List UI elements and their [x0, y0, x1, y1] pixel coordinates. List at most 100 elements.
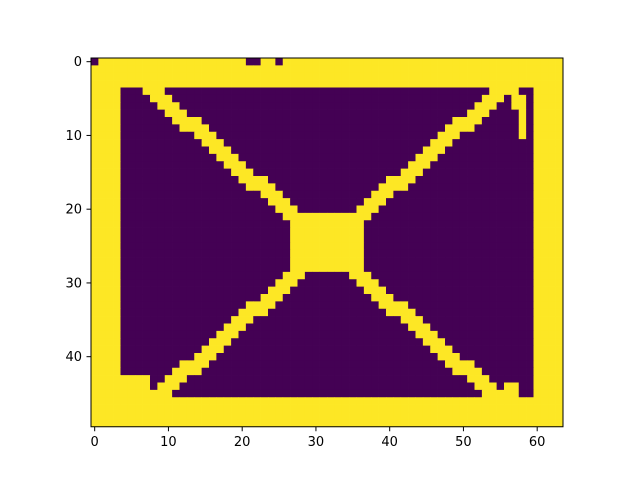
heatmap-cell: [459, 286, 468, 295]
heatmap-cell: [245, 271, 254, 280]
heatmap-cell: [518, 72, 527, 81]
heatmap-cell: [275, 412, 284, 420]
heatmap-cell: [98, 80, 107, 88]
heatmap-cell: [540, 264, 549, 273]
heatmap-cell: [238, 198, 247, 206]
heatmap-cell: [172, 382, 180, 391]
heatmap-cell: [437, 109, 446, 118]
heatmap-cell: [548, 117, 556, 125]
heatmap-cell: [371, 190, 379, 199]
heatmap-cell: [304, 102, 313, 110]
heatmap-cell: [422, 94, 431, 103]
heatmap-cell: [105, 353, 114, 361]
heatmap-cell: [150, 58, 158, 66]
heatmap-cell: [319, 153, 328, 162]
heatmap-cell: [201, 72, 210, 81]
heatmap-cell: [496, 279, 505, 287]
heatmap-cell: [393, 58, 402, 66]
heatmap-cell: [290, 308, 298, 317]
heatmap-cell: [341, 227, 350, 236]
heatmap-cell: [378, 168, 387, 177]
heatmap-cell: [415, 124, 424, 133]
heatmap-cell: [371, 205, 379, 214]
heatmap-cell: [327, 279, 335, 287]
heatmap-cell: [496, 139, 505, 147]
heatmap-cell: [459, 249, 468, 258]
heatmap-cell: [297, 87, 306, 96]
heatmap-cell: [319, 80, 328, 88]
heatmap-cell: [201, 176, 210, 184]
heatmap-cell: [290, 109, 298, 118]
heatmap-cell: [194, 117, 202, 125]
heatmap-cell: [135, 58, 143, 66]
heatmap-cell: [113, 294, 121, 302]
heatmap-cell: [290, 286, 298, 295]
heatmap-cell: [415, 271, 424, 280]
heatmap-cell: [526, 161, 534, 169]
heatmap-cell: [113, 367, 121, 376]
heatmap-cell: [238, 131, 247, 140]
heatmap-cell: [540, 330, 549, 339]
heatmap-cell: [113, 330, 121, 339]
heatmap-cell: [172, 301, 180, 310]
heatmap-cell: [334, 183, 343, 192]
heatmap-cell: [157, 353, 166, 361]
heatmap-cell: [467, 301, 475, 310]
heatmap-cell: [91, 345, 99, 354]
heatmap-cell: [371, 235, 379, 243]
heatmap-cell: [282, 161, 291, 169]
heatmap-cell: [422, 235, 431, 243]
heatmap-cell: [504, 419, 512, 428]
heatmap-cell: [223, 190, 232, 199]
heatmap-cell: [415, 212, 424, 221]
heatmap-cell: [356, 345, 365, 354]
heatmap-cell: [201, 286, 210, 295]
heatmap-cell: [349, 286, 357, 295]
heatmap-cell: [459, 382, 468, 391]
heatmap-cell: [223, 353, 232, 361]
heatmap-cell: [245, 323, 254, 332]
heatmap-cell: [349, 242, 357, 251]
heatmap-cell: [437, 338, 446, 346]
heatmap-cell: [91, 190, 99, 199]
heatmap-cell: [349, 249, 357, 258]
heatmap-cell: [304, 65, 313, 74]
heatmap-cell: [98, 375, 107, 383]
heatmap-cell: [304, 198, 313, 206]
heatmap-cell: [422, 382, 431, 391]
heatmap-cell: [319, 146, 328, 155]
heatmap-cell: [231, 168, 239, 177]
heatmap-cell: [290, 72, 298, 81]
heatmap-cell: [378, 367, 387, 376]
heatmap-cell: [363, 367, 372, 376]
heatmap-cell: [489, 146, 497, 155]
heatmap-cell: [452, 183, 461, 192]
heatmap-cell: [459, 235, 468, 243]
heatmap-cell: [445, 109, 453, 118]
heatmap-cell: [408, 198, 416, 206]
heatmap-cell: [511, 353, 520, 361]
heatmap-cell: [91, 227, 99, 236]
heatmap-cell: [526, 58, 534, 66]
heatmap-cell: [334, 205, 343, 214]
heatmap-cell: [511, 153, 520, 162]
heatmap-cell: [356, 264, 365, 273]
heatmap-cell: [371, 72, 379, 81]
heatmap-cell: [422, 271, 431, 280]
heatmap-cell: [371, 80, 379, 88]
heatmap-cell: [201, 316, 210, 324]
heatmap-cell: [201, 227, 210, 236]
heatmap-cell: [209, 72, 217, 81]
heatmap-cell: [555, 72, 564, 81]
heatmap-cell: [540, 404, 549, 413]
heatmap-cell: [127, 308, 136, 317]
heatmap-cell: [378, 80, 387, 88]
heatmap-cell: [400, 227, 409, 236]
heatmap-cell: [489, 227, 497, 236]
heatmap-cell: [216, 58, 225, 66]
heatmap-cell: [327, 190, 335, 199]
heatmap-cell: [105, 301, 114, 310]
heatmap-cell: [216, 397, 225, 405]
heatmap-cell: [179, 338, 188, 346]
heatmap-cell: [216, 139, 225, 147]
